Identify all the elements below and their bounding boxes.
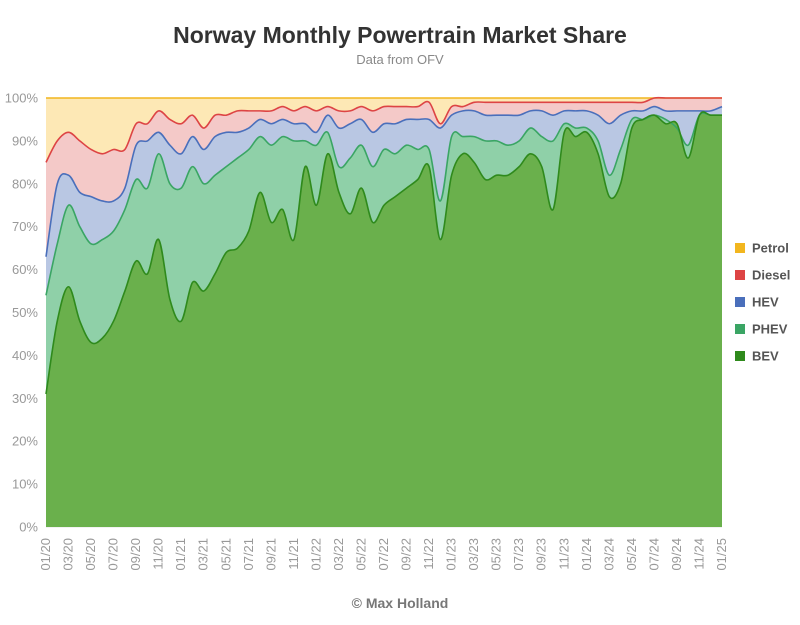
x-tick-label: 07/20 <box>106 538 121 571</box>
legend-label-phev: PHEV <box>752 322 788 337</box>
x-tick-label: 09/24 <box>669 538 684 571</box>
y-tick-label: 80% <box>12 176 38 191</box>
x-tick-label: 07/23 <box>511 538 526 571</box>
area-bev <box>46 111 722 527</box>
line-diesel <box>45 96 722 163</box>
y-axis: 0% 10% 20% 30% 40% 50% 60% 70% 80% 90% 100% <box>5 91 39 535</box>
x-tick-label: 09/23 <box>534 538 549 571</box>
x-tick-label: 05/24 <box>624 538 639 571</box>
x-tick-label: 11/20 <box>151 538 166 570</box>
x-tick-label: 03/23 <box>466 538 481 571</box>
y-tick-label: 20% <box>12 434 38 449</box>
x-tick-label: 03/24 <box>601 538 616 571</box>
legend-swatch-hev <box>735 297 745 307</box>
x-tick-label: 11/24 <box>691 538 706 570</box>
series-lines <box>45 96 723 395</box>
y-tick-label: 30% <box>12 391 38 406</box>
legend-label-diesel: Diesel <box>752 268 790 283</box>
chart-subtitle: Data from OFV <box>356 52 444 67</box>
y-tick-label: 10% <box>12 477 38 492</box>
legend-swatch-bev <box>735 351 745 361</box>
x-axis: 01/20 03/20 05/20 07/20 09/20 11/20 01/21 03/21… <box>38 538 729 571</box>
y-tick-label: 50% <box>12 305 38 320</box>
line-phev <box>45 112 722 296</box>
y-tick-label: 100% <box>5 91 39 106</box>
x-tick-label: 05/21 <box>218 538 233 571</box>
x-tick-label: 07/22 <box>376 538 391 571</box>
chart-title: Norway Monthly Powertrain Market Share <box>173 22 627 48</box>
x-tick-label: 11/22 <box>421 538 436 570</box>
legend-swatch-diesel <box>735 270 745 280</box>
line-bev <box>45 111 722 395</box>
line-hev <box>45 105 723 257</box>
legend-label-bev: BEV <box>752 349 779 364</box>
x-tick-label: 09/20 <box>128 538 143 571</box>
x-tick-label: 01/24 <box>579 538 594 571</box>
legend-swatch-phev <box>735 324 745 334</box>
x-tick-label: 07/24 <box>646 538 661 571</box>
y-tick-label: 60% <box>12 262 38 277</box>
x-tick-label: 09/21 <box>263 538 278 571</box>
legend-swatch-petrol <box>735 243 745 253</box>
y-tick-label: 90% <box>12 133 38 148</box>
legend-label-hev: HEV <box>752 295 779 310</box>
x-tick-label: 11/23 <box>556 538 571 570</box>
legend-label-petrol: Petrol <box>752 241 789 256</box>
x-tick-label: 07/21 <box>241 538 256 571</box>
x-tick-label: 05/23 <box>489 538 504 571</box>
plot-areas <box>46 97 722 528</box>
legend: Petrol Diesel HEV PHEV BEV <box>735 241 790 364</box>
x-tick-label: 03/20 <box>61 538 76 571</box>
x-tick-label: 05/20 <box>83 538 98 571</box>
x-tick-label: 01/25 <box>714 538 729 571</box>
x-tick-label: 03/21 <box>196 538 211 571</box>
chart-credit: © Max Holland <box>352 595 449 611</box>
x-tick-label: 11/21 <box>286 538 301 570</box>
y-tick-label: 70% <box>12 219 38 234</box>
x-tick-label: 01/23 <box>444 538 459 571</box>
x-tick-label: 01/22 <box>308 538 323 571</box>
x-tick-label: 01/21 <box>173 538 188 571</box>
x-tick-label: 05/22 <box>353 538 368 571</box>
x-tick-label: 09/22 <box>399 538 414 571</box>
x-tick-label: 03/22 <box>331 538 346 571</box>
y-tick-label: 40% <box>12 348 38 363</box>
y-tick-label: 0% <box>19 520 38 535</box>
x-tick-label: 01/20 <box>38 538 53 571</box>
